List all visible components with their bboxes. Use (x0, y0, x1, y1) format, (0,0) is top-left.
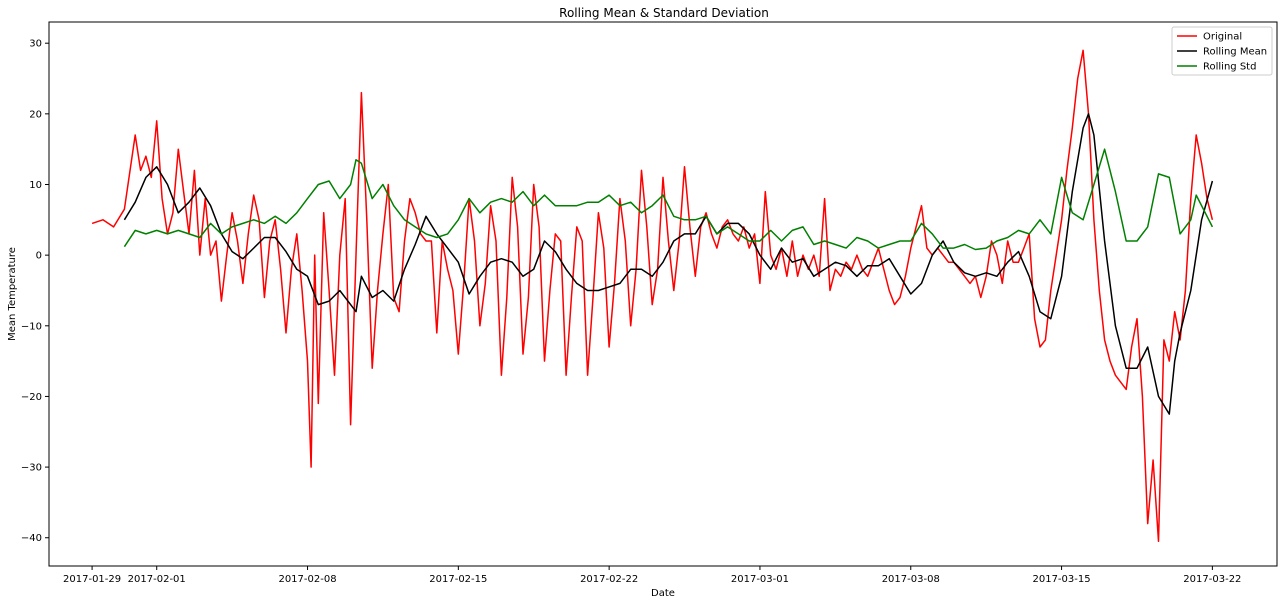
x-tick-label: 2017-03-08 (882, 574, 940, 585)
legend-label: Original (1203, 32, 1242, 43)
series-line-rolling-mean (123, 113, 1214, 415)
y-axis-label: Mean Temperature (7, 247, 18, 341)
y-tick-label: 0 (36, 251, 42, 262)
x-tick-label: 2017-02-22 (580, 574, 638, 585)
x-tick-label: 2017-02-15 (429, 574, 487, 585)
y-tick-label: −30 (21, 463, 42, 474)
x-tick-label: 2017-02-08 (278, 574, 336, 585)
y-tick-label: 10 (29, 180, 42, 191)
y-tick-label: 30 (29, 39, 42, 50)
series-layer (91, 49, 1214, 543)
x-axis-ticks: 2017-01-29 2017-02-01 2017-02-08 2017-02-15… (63, 566, 1241, 585)
x-tick-label: 2017-03-01 (731, 574, 789, 585)
legend-box (1171, 26, 1273, 76)
legend: Original Rolling Mean Rolling Std (1171, 26, 1273, 76)
y-tick-label: 20 (29, 109, 42, 120)
x-tick-label: 2017-01-29 (63, 574, 121, 585)
y-tick-label: −20 (21, 392, 42, 403)
x-tick-label: 2017-03-22 (1183, 574, 1241, 585)
x-tick-label: 2017-02-01 (128, 574, 186, 585)
series-line-rolling-std (123, 148, 1214, 251)
x-tick-label: 2017-03-15 (1032, 574, 1090, 585)
chart-title: Rolling Mean & Standard Deviation (559, 6, 769, 20)
plot-frame (48, 21, 1278, 567)
y-tick-label: −40 (21, 533, 42, 544)
legend-label: Rolling Std (1203, 62, 1256, 73)
y-tick-label: −10 (21, 321, 42, 332)
x-axis-label: Date (651, 588, 675, 599)
legend-label: Rolling Mean (1203, 47, 1267, 58)
y-axis-ticks: −40 −30 −20 −10 0 10 20 30 (21, 39, 49, 544)
series-line-original (91, 49, 1214, 543)
